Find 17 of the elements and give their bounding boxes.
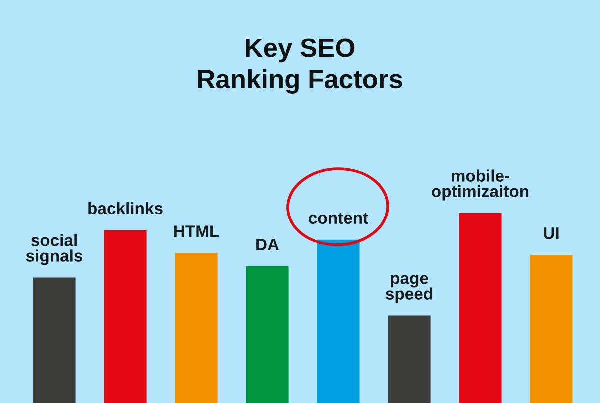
x-tick-label: social signals: [26, 234, 83, 266]
x-tick-label: UI: [544, 228, 559, 240]
bar: [530, 255, 573, 403]
x-tick-label: HTML: [174, 226, 220, 238]
x-tick-label: content: [309, 213, 368, 224]
chart-title: Key SEO Ranking Factors: [198, 38, 402, 94]
x-tick-label: page speed: [386, 275, 432, 304]
bar: [246, 266, 289, 403]
bar: [388, 316, 431, 403]
bar: [104, 230, 147, 403]
x-tick-label: backlinks: [88, 202, 163, 215]
bar: [175, 253, 218, 403]
x-tick-label: mobile- optimizaiton: [432, 170, 529, 201]
bar: [33, 278, 76, 403]
x-tick-label: DA: [256, 238, 280, 250]
bar: [459, 213, 502, 403]
bar: [317, 240, 360, 403]
